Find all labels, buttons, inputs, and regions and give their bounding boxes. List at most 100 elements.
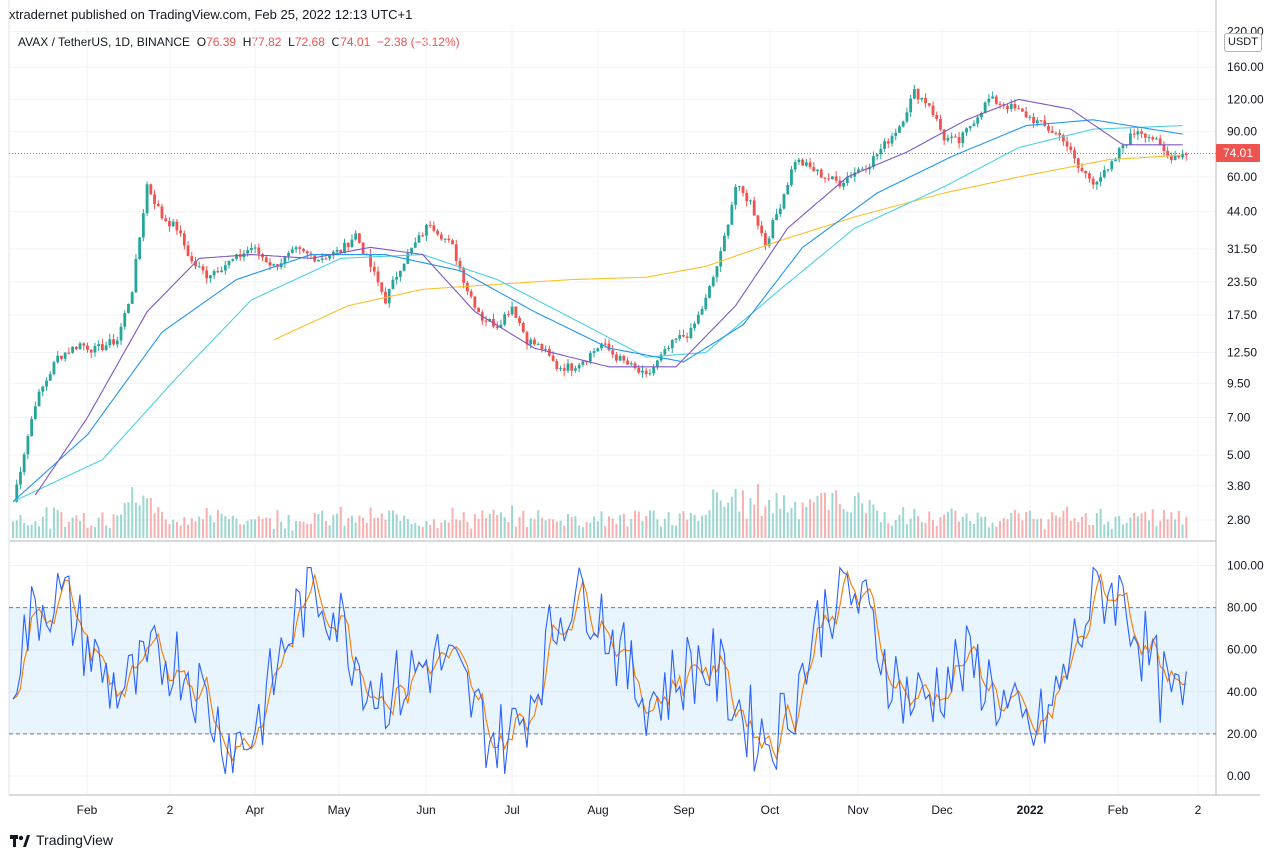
volume-bar xyxy=(1077,521,1080,538)
candle-body xyxy=(499,324,503,328)
volume-bar xyxy=(753,504,756,538)
candle-body xyxy=(797,159,801,163)
volume-bar xyxy=(634,510,637,538)
volume-bar xyxy=(719,500,722,538)
candle-body xyxy=(249,247,253,251)
candle-body xyxy=(48,374,52,381)
price-tick-label: 160.00 xyxy=(1227,60,1264,74)
symbol-name[interactable]: AVAX / TetherUS, 1D, BINANCE xyxy=(18,35,191,49)
volume-bar xyxy=(101,512,104,538)
candle-body xyxy=(484,320,488,322)
candle-body xyxy=(983,102,987,113)
candle-body xyxy=(1061,135,1065,142)
volume-bar xyxy=(999,520,1002,538)
volume-bar xyxy=(566,514,569,538)
volume-bar xyxy=(671,525,674,538)
volume-bar xyxy=(1088,524,1091,538)
volume-bar xyxy=(972,523,975,538)
volume-bar xyxy=(730,496,733,538)
time-tick-label: 2 xyxy=(167,803,174,817)
volume-bar xyxy=(1103,524,1106,538)
candle-body xyxy=(1143,133,1147,138)
candle-body xyxy=(831,176,834,180)
volume-bar xyxy=(835,490,838,538)
volume-bar xyxy=(142,495,145,538)
price-tick-label: 31.50 xyxy=(1227,242,1257,256)
candle-body xyxy=(689,327,693,338)
candle-body xyxy=(633,363,637,368)
candle-body xyxy=(510,306,514,315)
volume-bar xyxy=(12,521,14,538)
volume-bar xyxy=(257,516,260,538)
candle-body xyxy=(566,363,570,371)
volume-bar xyxy=(570,517,573,538)
candle-body xyxy=(544,349,548,351)
candle-body xyxy=(1158,138,1162,145)
footer-brand[interactable]: TradingView xyxy=(10,832,113,848)
volume-bar xyxy=(563,525,566,538)
volume-bar xyxy=(485,518,488,538)
volume-bar xyxy=(477,518,480,538)
candle-body xyxy=(253,247,257,249)
open-value: 76.39 xyxy=(206,35,237,49)
volume-bar xyxy=(552,519,555,538)
volume-bar xyxy=(812,502,815,538)
volume-bar xyxy=(71,517,74,538)
volume-bar xyxy=(317,514,320,538)
volume-bar xyxy=(939,517,942,538)
volume-bar xyxy=(585,522,588,538)
candle-body xyxy=(1136,131,1140,135)
volume-bar xyxy=(574,516,577,538)
volume-bar xyxy=(641,520,644,538)
candle-body xyxy=(715,266,719,278)
volume-bar xyxy=(205,507,208,538)
volume-bar xyxy=(269,518,272,538)
volume-bar xyxy=(607,516,610,538)
volume-bar xyxy=(797,519,800,538)
candle-body xyxy=(41,386,45,392)
volume-bar xyxy=(1092,525,1095,538)
candle-body xyxy=(506,314,510,316)
candle-body xyxy=(816,169,819,172)
volume-bar xyxy=(537,510,540,538)
volume-bar xyxy=(488,513,491,538)
candle-body xyxy=(123,313,127,327)
candle-body xyxy=(886,141,890,144)
currency-selector[interactable]: USDT xyxy=(1224,33,1262,52)
candle-body xyxy=(793,162,797,170)
candle-body xyxy=(324,258,328,260)
volume-bar xyxy=(593,516,596,538)
volume-bar xyxy=(514,526,517,538)
volume-bar xyxy=(67,521,70,538)
volume-bar xyxy=(801,502,804,538)
candle-body xyxy=(1147,137,1151,139)
volume-bar xyxy=(380,513,383,538)
volume-bar xyxy=(663,518,666,538)
candle-body xyxy=(708,286,711,298)
candle-body xyxy=(503,314,507,325)
candle-body xyxy=(1050,130,1054,133)
volume-bar xyxy=(280,521,283,538)
candle-body xyxy=(588,352,592,362)
candle-body xyxy=(60,355,63,359)
volume-bar xyxy=(894,519,897,538)
candle-body xyxy=(1106,169,1110,171)
volume-bar xyxy=(466,521,469,538)
volume-bar xyxy=(734,488,737,538)
volume-bar xyxy=(544,520,547,538)
volume-bar xyxy=(1110,528,1113,538)
volume-bar xyxy=(272,528,275,538)
volume-bar xyxy=(213,522,216,538)
volume-bar xyxy=(239,524,242,538)
candle-body xyxy=(890,136,894,144)
candle-body xyxy=(473,296,477,308)
candle-body xyxy=(562,368,566,371)
volume-bar xyxy=(179,525,182,538)
candle-body xyxy=(160,206,164,219)
ma-long-line xyxy=(273,154,1183,341)
volume-bar xyxy=(771,513,774,538)
candle-body xyxy=(246,250,250,254)
price-tick-label: 120.00 xyxy=(1227,92,1264,106)
candle-body xyxy=(425,224,428,236)
